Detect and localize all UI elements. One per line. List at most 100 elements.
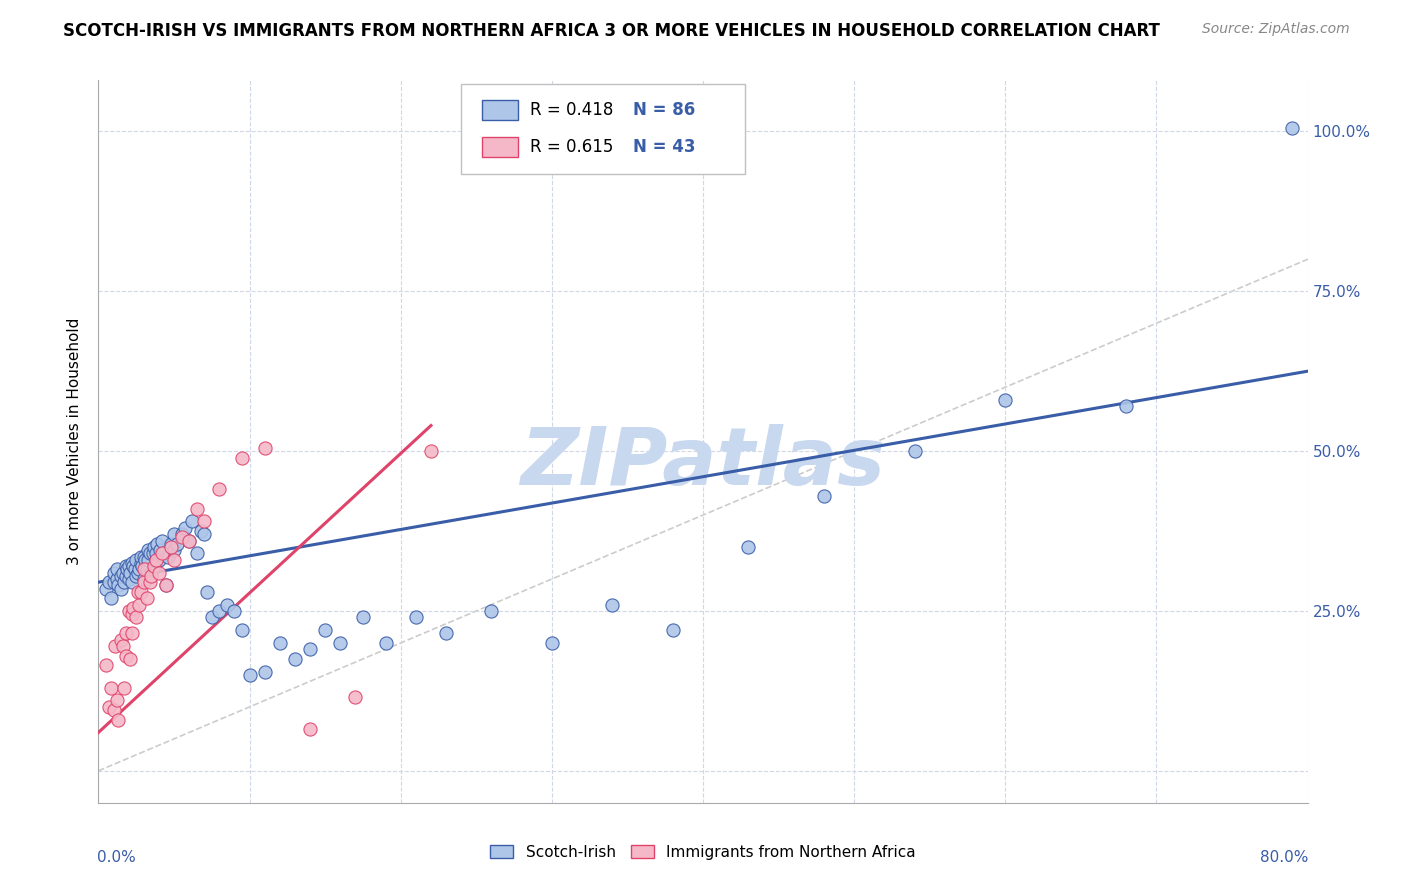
Point [299,642,322,657]
FancyBboxPatch shape [482,137,517,158]
Point [193,515,215,529]
Point [143,559,166,574]
Point [122,600,145,615]
Point [155,578,177,592]
Point [146,537,169,551]
Point [148,553,170,567]
Point [107,578,129,592]
Point [136,543,159,558]
Point [208,483,231,497]
Point [98,575,121,590]
Point [215,598,238,612]
Point [110,569,132,583]
Text: SCOTCH-IRISH VS IMMIGRANTS FROM NORTHERN AFRICA 3 OR MORE VEHICLES IN HOUSEHOLD : SCOTCH-IRISH VS IMMIGRANTS FROM NORTHERN… [63,22,1160,40]
Point [253,441,276,455]
Point [132,562,155,576]
Text: N = 43: N = 43 [633,138,696,156]
Point [344,690,367,705]
Text: 0.0%: 0.0% [97,850,136,864]
Point [434,626,457,640]
Point [134,553,156,567]
Point [118,572,141,586]
Point [661,623,683,637]
Point [125,610,148,624]
Point [155,578,177,592]
Point [118,559,141,574]
Point [121,607,143,622]
Point [179,533,201,548]
Text: R = 0.615: R = 0.615 [530,138,613,156]
Point [994,392,1017,407]
Point [314,623,336,637]
Point [163,543,186,558]
Point [141,566,163,580]
Text: N = 86: N = 86 [633,101,695,119]
Point [103,703,125,717]
Point [145,553,167,567]
Point [105,693,128,707]
Point [156,549,179,564]
Point [104,639,127,653]
Point [111,566,134,580]
Point [103,575,125,590]
Point [122,559,145,574]
Point [420,444,443,458]
Point [111,639,134,653]
Y-axis label: 3 or more Vehicles in Household: 3 or more Vehicles in Household [67,318,83,566]
Point [139,546,162,560]
Point [145,553,167,567]
Point [284,652,307,666]
Point [128,598,150,612]
Point [166,537,188,551]
Point [170,527,193,541]
Point [105,572,128,586]
Point [160,540,183,554]
Point [107,713,129,727]
Point [150,546,173,560]
Point [120,652,142,666]
Point [150,533,173,548]
Point [112,681,135,695]
Point [127,584,149,599]
Point [94,658,117,673]
Point [163,553,186,567]
Point [193,527,215,541]
Point [179,533,201,548]
Point [195,584,218,599]
Point [149,543,172,558]
Point [269,636,291,650]
Point [110,632,132,647]
Text: Source: ZipAtlas.com: Source: ZipAtlas.com [1202,22,1350,37]
Point [110,582,132,596]
Point [540,636,562,650]
Point [129,584,152,599]
FancyBboxPatch shape [461,84,745,174]
Point [186,501,208,516]
Point [135,562,157,576]
Point [904,444,927,458]
Point [114,559,136,574]
Point [170,531,193,545]
Point [120,566,142,580]
Point [98,699,121,714]
Point [125,569,148,583]
Point [352,610,374,624]
Point [129,549,152,564]
Point [139,575,162,590]
Point [160,537,183,551]
Point [142,546,165,560]
Point [118,604,141,618]
Point [329,636,352,650]
Point [112,575,135,590]
Point [121,556,143,570]
Point [128,562,150,576]
Point [173,521,195,535]
Point [125,553,148,567]
Point [201,610,224,624]
Point [100,681,122,695]
Point [186,546,208,560]
Point [299,723,322,737]
Point [231,450,253,465]
Point [121,575,143,590]
Point [405,610,427,624]
